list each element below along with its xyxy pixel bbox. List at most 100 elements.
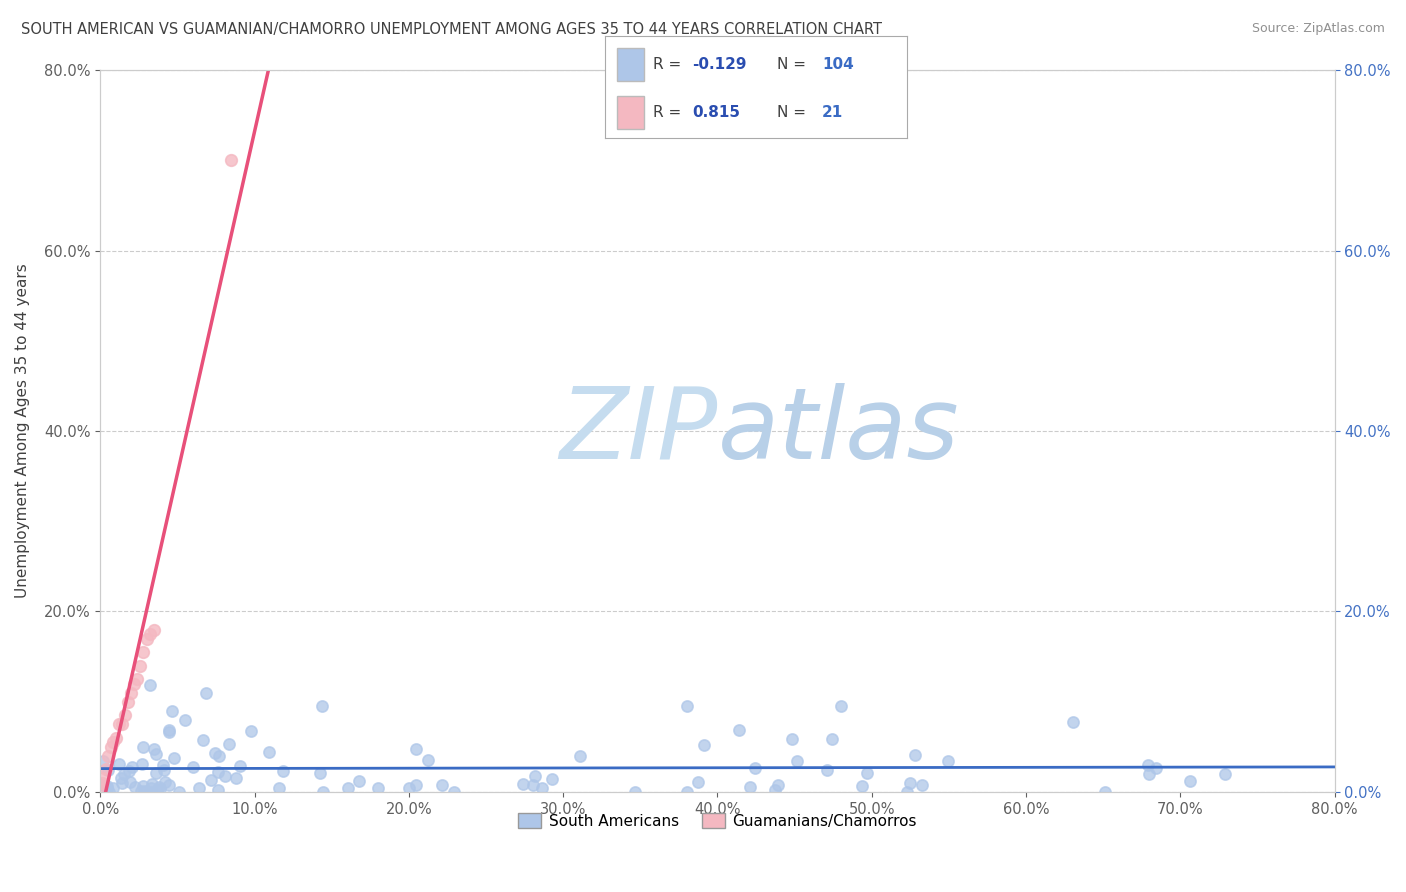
Point xyxy=(693,739,716,753)
Point xyxy=(308,765,330,780)
Text: R =: R = xyxy=(652,105,686,120)
Point xyxy=(766,778,789,792)
Point xyxy=(111,717,134,731)
Text: SOUTH AMERICAN VS GUAMANIAN/CHAMORRO UNEMPLOYMENT AMONG AGES 35 TO 44 YEARS CORR: SOUTH AMERICAN VS GUAMANIAN/CHAMORRO UNE… xyxy=(21,22,882,37)
Point xyxy=(120,775,142,789)
Point xyxy=(122,676,145,690)
Point xyxy=(157,778,180,792)
Point xyxy=(91,754,114,768)
Point xyxy=(207,782,229,797)
Point xyxy=(96,779,118,793)
Point xyxy=(118,764,141,779)
Point xyxy=(257,745,280,759)
Point xyxy=(120,686,142,700)
Point xyxy=(1139,767,1161,781)
Point xyxy=(337,781,360,796)
Point xyxy=(688,775,710,789)
Point xyxy=(103,780,125,795)
Point xyxy=(218,737,240,751)
Point xyxy=(157,723,180,737)
Point xyxy=(856,765,879,780)
Point xyxy=(132,779,155,793)
Point xyxy=(90,776,112,790)
Point xyxy=(780,732,803,747)
Point xyxy=(1144,761,1167,775)
Point xyxy=(1180,774,1202,789)
Point xyxy=(153,775,176,789)
Point xyxy=(111,775,134,789)
Point xyxy=(896,785,918,799)
Point xyxy=(131,756,153,771)
Point xyxy=(312,785,335,799)
Point xyxy=(163,751,186,765)
Point xyxy=(815,763,838,777)
Point xyxy=(214,769,236,783)
Point xyxy=(148,780,170,794)
Point xyxy=(107,717,129,731)
Point xyxy=(96,763,118,777)
Point xyxy=(89,782,111,797)
Point xyxy=(139,678,162,692)
Point xyxy=(530,780,553,795)
Point xyxy=(523,768,546,782)
Point xyxy=(1213,767,1236,781)
Text: 104: 104 xyxy=(823,57,853,72)
Point xyxy=(124,780,146,794)
Point xyxy=(541,772,564,787)
Point xyxy=(911,779,934,793)
Point xyxy=(225,771,247,785)
Point xyxy=(107,757,129,772)
Point xyxy=(347,773,370,788)
Point xyxy=(167,785,190,799)
Point xyxy=(229,758,252,772)
Point xyxy=(117,695,139,709)
Point xyxy=(143,623,166,637)
Point xyxy=(97,748,120,763)
Point xyxy=(89,777,111,791)
Point xyxy=(1136,757,1159,772)
Text: atlas: atlas xyxy=(717,383,959,480)
Point xyxy=(903,748,925,763)
Point xyxy=(623,785,645,799)
Text: Source: ZipAtlas.com: Source: ZipAtlas.com xyxy=(1251,22,1385,36)
Point xyxy=(405,778,427,792)
Point xyxy=(271,764,294,778)
Point xyxy=(207,765,229,780)
Point xyxy=(267,780,290,795)
Point xyxy=(786,754,808,768)
Point xyxy=(104,731,127,745)
Point xyxy=(96,781,118,796)
Point xyxy=(183,760,205,774)
Point xyxy=(138,785,160,799)
Point xyxy=(152,758,174,772)
Point xyxy=(141,777,163,791)
Point xyxy=(821,732,844,747)
Point xyxy=(129,784,152,798)
Point xyxy=(569,749,592,764)
FancyBboxPatch shape xyxy=(617,96,644,129)
Point xyxy=(443,785,465,799)
Point xyxy=(221,153,243,168)
Text: N =: N = xyxy=(778,105,811,120)
Point xyxy=(121,760,143,774)
Point xyxy=(200,772,222,787)
Point xyxy=(142,742,165,756)
Point xyxy=(97,763,120,777)
Point xyxy=(127,672,149,686)
Point xyxy=(675,785,697,799)
Point xyxy=(101,735,124,749)
Point xyxy=(728,723,751,738)
Point xyxy=(432,778,454,792)
Point xyxy=(145,747,167,762)
Point xyxy=(416,753,439,767)
Point xyxy=(763,782,786,797)
Point xyxy=(240,723,263,738)
Point xyxy=(1062,715,1084,730)
Point xyxy=(1094,784,1116,798)
Point xyxy=(830,699,852,714)
Point xyxy=(311,699,333,714)
Point xyxy=(114,708,136,723)
Legend: South Americans, Guamanians/Chamorros: South Americans, Guamanians/Chamorros xyxy=(512,806,922,835)
Point xyxy=(139,780,162,795)
Text: 0.815: 0.815 xyxy=(692,105,740,120)
